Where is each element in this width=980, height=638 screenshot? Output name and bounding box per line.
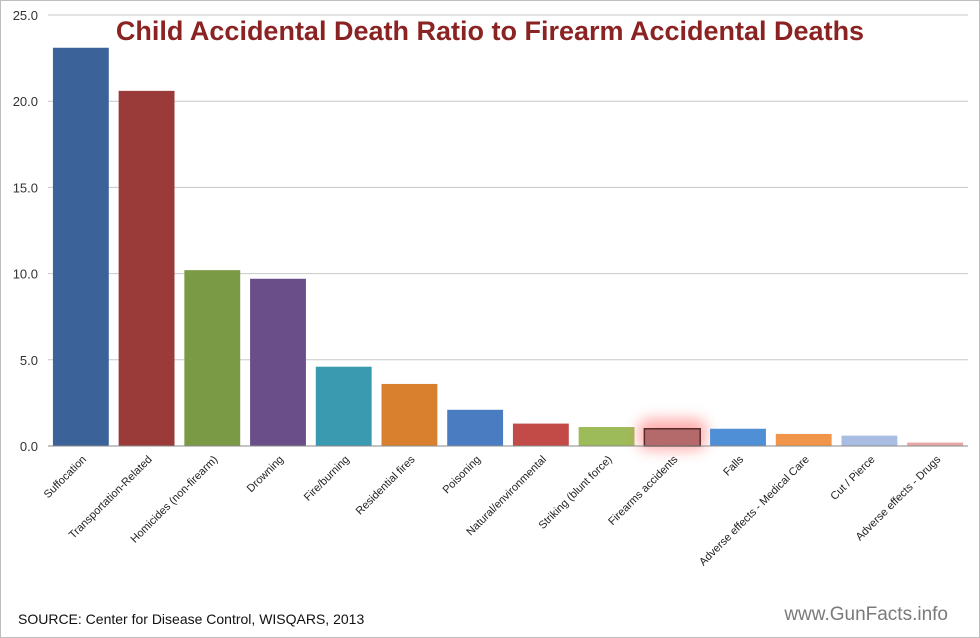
bar [315, 366, 372, 446]
x-tick-label: Fire/burning [302, 454, 352, 504]
bar [710, 428, 766, 446]
bar [578, 427, 635, 446]
bar [184, 270, 241, 446]
bar [52, 47, 109, 446]
bar [447, 409, 504, 446]
x-tick-label: Adverse effects - Medical Care [697, 454, 812, 569]
x-tick-label: Falls [721, 453, 746, 478]
x-tick-label: Cut / Pierce [828, 454, 877, 503]
source-note: SOURCE: Center for Disease Control, WISQ… [18, 611, 364, 627]
site-watermark: www.GunFacts.info [783, 604, 948, 625]
bar [250, 278, 306, 446]
x-tick-label: Striking (blunt force) [537, 454, 615, 532]
y-tick-label: 25.0 [13, 8, 38, 23]
bar [775, 433, 832, 446]
x-tick-label: Suffocation [42, 454, 89, 501]
x-tick-label: Poisoning [441, 454, 484, 497]
bar [381, 383, 438, 446]
y-tick-label: 5.0 [20, 353, 38, 368]
x-tick-label: Residential fires [354, 453, 418, 517]
bar [841, 435, 898, 446]
y-tick-label: 15.0 [13, 180, 38, 195]
bar [907, 442, 964, 446]
x-axis-labels: SuffocationTransportation-RelatedHomicid… [42, 453, 944, 568]
chart-title: Child Accidental Death Ratio to Firearm … [116, 16, 864, 46]
bar [643, 428, 701, 447]
bar [512, 423, 569, 446]
y-tick-label: 10.0 [13, 267, 38, 282]
y-tick-label: 0.0 [20, 439, 38, 454]
y-tick-label: 20.0 [13, 94, 38, 109]
x-tick-label: Drowning [245, 454, 286, 495]
x-tick-label: Firearms accidents [606, 453, 681, 528]
bars [52, 47, 964, 450]
bar [118, 90, 175, 446]
y-axis-ticks: 0.0 5.0 10.0 15.0 20.0 25.0 [13, 8, 38, 454]
